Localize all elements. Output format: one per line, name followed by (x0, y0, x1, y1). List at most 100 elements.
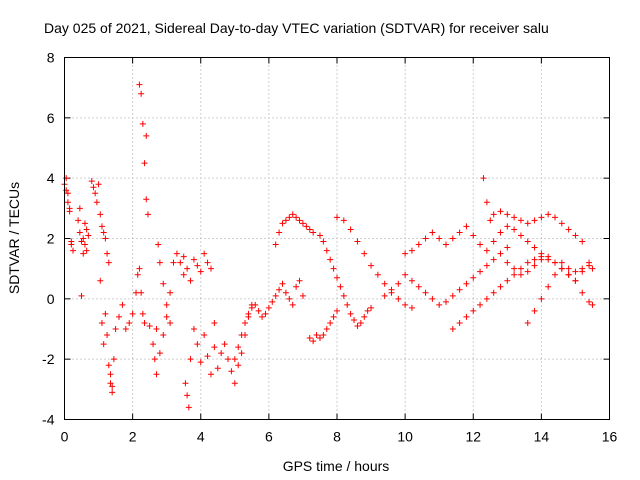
data-point (146, 322, 153, 329)
data-point (511, 226, 518, 233)
data-point (80, 235, 87, 242)
data-point (572, 232, 579, 239)
data-point (214, 365, 221, 372)
data-point (517, 265, 524, 272)
data-point (340, 217, 347, 224)
data-point (347, 310, 354, 317)
data-point (289, 211, 296, 218)
data-point (531, 262, 538, 269)
data-point (368, 304, 375, 311)
data-point (395, 280, 402, 287)
data-point (85, 232, 92, 239)
data-point (173, 250, 180, 257)
data-point (490, 238, 497, 245)
data-point (109, 383, 116, 390)
data-point (429, 295, 436, 302)
data-point (511, 265, 518, 272)
data-point (299, 292, 306, 299)
data-point (552, 271, 558, 278)
x-tick-label: 6 (265, 429, 273, 445)
data-point (306, 335, 313, 342)
data-point (504, 211, 511, 218)
data-point (156, 350, 163, 357)
data-point (334, 274, 340, 281)
data-point (497, 283, 504, 290)
data-point (316, 232, 323, 239)
data-point (344, 301, 351, 308)
data-point (64, 199, 71, 206)
data-point (497, 229, 504, 236)
data-point (160, 332, 167, 339)
data-point (463, 280, 470, 287)
data-point (293, 214, 300, 221)
data-point (449, 326, 456, 332)
data-point (276, 286, 283, 293)
data-point (565, 226, 572, 233)
data-point (156, 259, 163, 266)
data-point (170, 259, 177, 266)
data-point (228, 368, 235, 375)
data-point (449, 292, 456, 299)
data-point (150, 341, 157, 348)
x-tick-label: 4 (197, 429, 205, 445)
data-point (98, 319, 105, 326)
data-point (76, 205, 83, 212)
x-tick-label: 0 (61, 429, 69, 445)
data-point (524, 259, 531, 266)
data-point (235, 362, 242, 369)
data-point (334, 214, 340, 221)
data-point (504, 244, 511, 251)
data-point (327, 319, 334, 326)
data-point (95, 181, 102, 188)
grid-layer (64, 57, 610, 420)
data-point (586, 259, 593, 266)
data-point (320, 238, 327, 245)
data-point (97, 211, 104, 218)
data-point (316, 335, 323, 342)
x-tick-label: 10 (397, 429, 413, 445)
data-point (105, 362, 112, 369)
data-point (64, 190, 71, 197)
chart-title: Day 025 of 2021, Sidereal Day-to-day VTE… (44, 20, 549, 36)
data-point (470, 307, 477, 314)
y-tick-label: -4 (42, 412, 55, 428)
data-point (107, 380, 114, 387)
data-point (187, 277, 194, 284)
data-point (153, 371, 160, 378)
data-point (323, 326, 330, 332)
data-point (197, 268, 204, 275)
data-point (310, 338, 317, 345)
data-point (429, 229, 436, 236)
x-tick-label: 16 (602, 429, 618, 445)
data-point (190, 256, 197, 263)
y-tick-label: -2 (42, 351, 55, 367)
data-point (279, 280, 286, 287)
data-point (272, 241, 279, 248)
data-point (201, 332, 208, 339)
data-point (415, 241, 422, 248)
data-point (351, 316, 358, 323)
data-point (201, 250, 208, 257)
data-point (545, 211, 552, 218)
data-point (579, 289, 586, 296)
data-point (306, 226, 313, 233)
data-point (242, 319, 249, 326)
data-point (80, 250, 87, 257)
data-point (524, 238, 531, 245)
data-point (139, 310, 146, 317)
data-point (517, 271, 524, 278)
data-point (422, 289, 429, 296)
data-point (296, 277, 303, 284)
data-point (381, 292, 388, 299)
data-point (133, 289, 140, 296)
data-point (443, 241, 449, 248)
data-point (354, 238, 361, 245)
data-point (524, 319, 531, 326)
data-point (144, 211, 151, 218)
data-point (282, 289, 289, 296)
data-point (187, 356, 194, 363)
data-point (136, 265, 143, 272)
data-point (436, 301, 443, 308)
data-point (572, 277, 579, 284)
data-point (504, 259, 511, 266)
